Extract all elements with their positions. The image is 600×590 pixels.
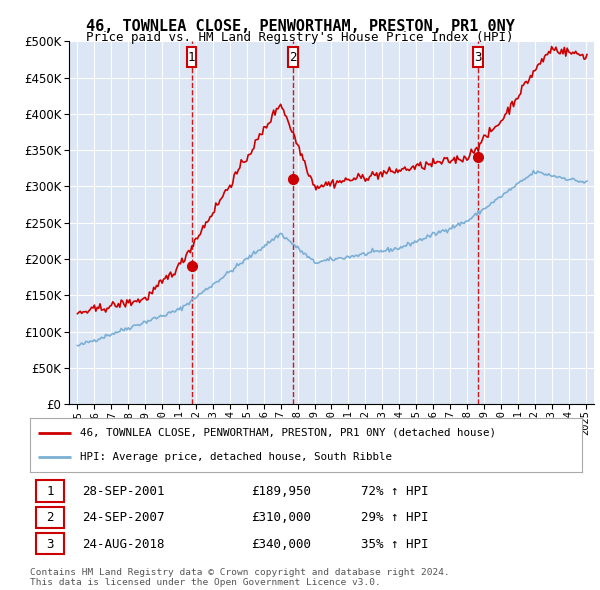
Text: 1: 1 [188, 51, 196, 64]
Text: 1: 1 [46, 485, 53, 498]
FancyBboxPatch shape [473, 47, 482, 67]
FancyBboxPatch shape [187, 47, 196, 67]
Text: 24-AUG-2018: 24-AUG-2018 [82, 537, 165, 550]
Text: 29% ↑ HPI: 29% ↑ HPI [361, 511, 428, 525]
Text: £310,000: £310,000 [251, 511, 311, 525]
Text: 35% ↑ HPI: 35% ↑ HPI [361, 537, 428, 550]
FancyBboxPatch shape [35, 480, 64, 502]
Text: 24-SEP-2007: 24-SEP-2007 [82, 511, 165, 525]
Text: 72% ↑ HPI: 72% ↑ HPI [361, 485, 428, 498]
Text: £340,000: £340,000 [251, 537, 311, 550]
FancyBboxPatch shape [35, 533, 64, 555]
FancyBboxPatch shape [35, 507, 64, 528]
Text: 46, TOWNLEA CLOSE, PENWORTHAM, PRESTON, PR1 0NY: 46, TOWNLEA CLOSE, PENWORTHAM, PRESTON, … [86, 19, 514, 34]
Text: 28-SEP-2001: 28-SEP-2001 [82, 485, 165, 498]
Text: HPI: Average price, detached house, South Ribble: HPI: Average price, detached house, Sout… [80, 452, 392, 462]
FancyBboxPatch shape [289, 47, 298, 67]
Text: 3: 3 [474, 51, 482, 64]
Text: 46, TOWNLEA CLOSE, PENWORTHAM, PRESTON, PR1 0NY (detached house): 46, TOWNLEA CLOSE, PENWORTHAM, PRESTON, … [80, 428, 496, 438]
Text: Contains HM Land Registry data © Crown copyright and database right 2024.: Contains HM Land Registry data © Crown c… [30, 568, 450, 576]
Text: Price paid vs. HM Land Registry's House Price Index (HPI): Price paid vs. HM Land Registry's House … [86, 31, 514, 44]
Text: 2: 2 [289, 51, 297, 64]
Text: 3: 3 [46, 537, 53, 550]
Text: This data is licensed under the Open Government Licence v3.0.: This data is licensed under the Open Gov… [30, 578, 381, 587]
Text: 2: 2 [46, 511, 53, 525]
Text: £189,950: £189,950 [251, 485, 311, 498]
